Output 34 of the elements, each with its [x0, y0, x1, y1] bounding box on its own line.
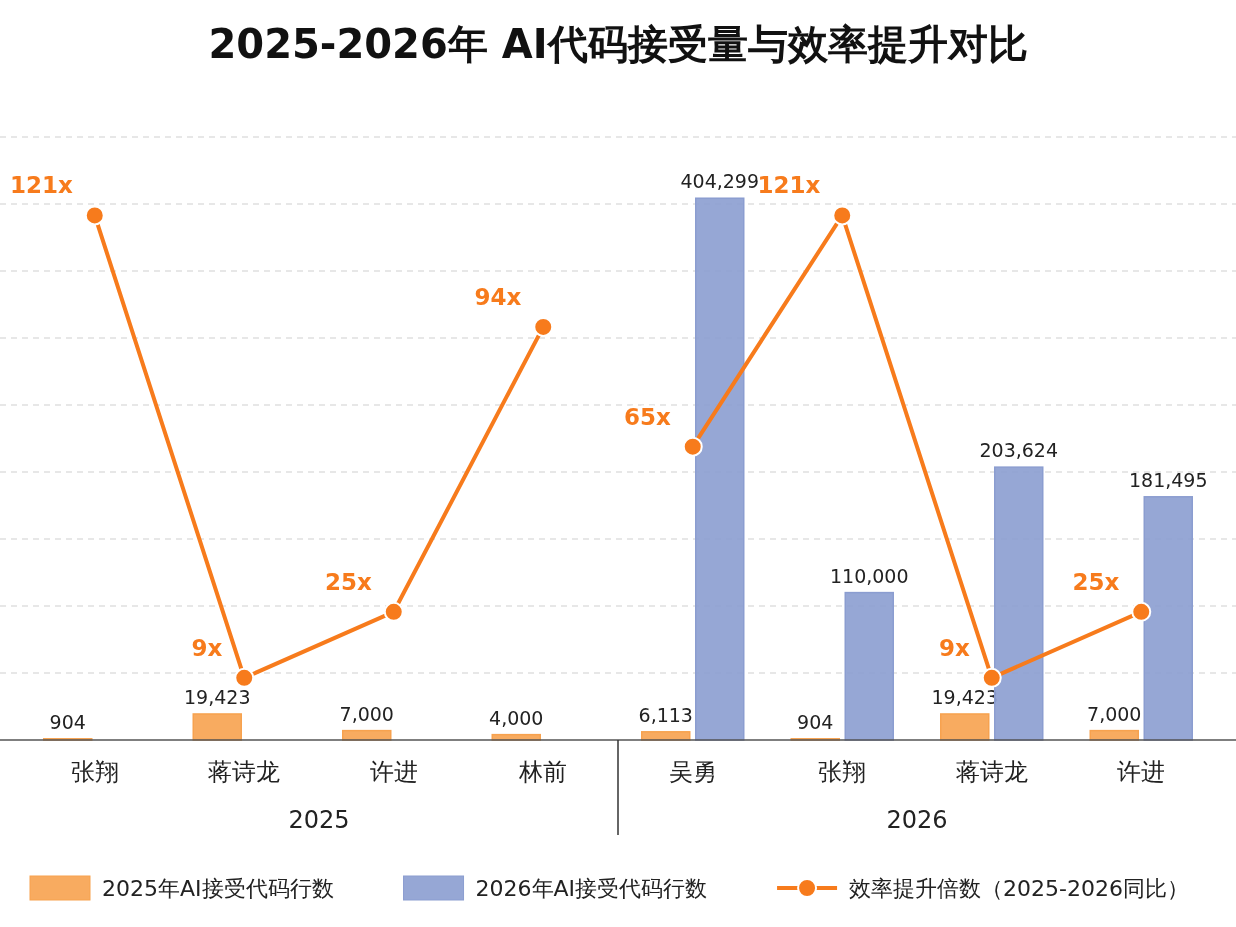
data-label: 404,299 [680, 170, 760, 193]
data-label: 19,423 [931, 685, 998, 708]
x-tick-label: 张翔 [818, 758, 867, 786]
legend-label: 2025年AI接受代码行数 [102, 876, 334, 901]
data-label: 9x [938, 634, 970, 661]
data-label: 203,624 [979, 439, 1059, 462]
legend-label: 效率提升倍数（2025-2026同比） [849, 876, 1189, 901]
x-tick-label: 许进 [369, 758, 418, 786]
data-label: 904 [49, 710, 86, 733]
data-label: 7,000 [339, 702, 394, 725]
data-label: 904 [797, 710, 834, 733]
x-tick-label: 吴勇 [668, 758, 717, 786]
data-label: 4,000 [489, 706, 544, 729]
text: 2026 [886, 806, 948, 834]
data-label: 181,495 [1128, 468, 1208, 491]
legend-label: 2026年AI接受代码行数 [475, 876, 708, 901]
data-label: 25x [1072, 568, 1120, 595]
data-label: 6,113 [638, 703, 693, 726]
data-label: 7,000 [1087, 702, 1142, 725]
data-label: 121x [9, 172, 73, 199]
x-tick-label: 蒋诗龙 [208, 758, 281, 786]
data-label: 65x [623, 403, 671, 430]
text: 2025 [288, 806, 350, 834]
data-label: 19,423 [184, 685, 251, 708]
x-tick-label: 许进 [1117, 758, 1166, 786]
data-label: 25x [324, 568, 372, 595]
chart-title: 2025-2026年 AI代码接受量与效率提升对比 [208, 21, 1028, 67]
x-tick-label: 蒋诗龙 [955, 758, 1028, 786]
data-label: 94x [474, 283, 522, 310]
data-label: 110,000 [829, 564, 909, 587]
data-label: 9x [191, 634, 223, 661]
x-tick-label: 张翔 [70, 758, 119, 786]
x-tick-label: 林前 [518, 758, 568, 786]
data-label: 121x [757, 172, 821, 199]
